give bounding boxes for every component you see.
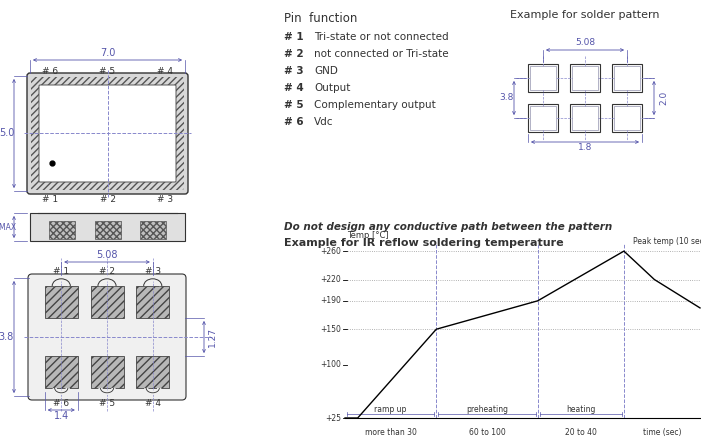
- Text: Do not design any conductive path between the pattern: Do not design any conductive path betwee…: [284, 222, 612, 232]
- Text: # 2: # 2: [284, 49, 304, 59]
- Text: # 4: # 4: [144, 399, 161, 408]
- Bar: [528, 104, 558, 132]
- Bar: [528, 64, 558, 92]
- Text: # 3: # 3: [157, 194, 173, 204]
- Bar: [95, 221, 121, 239]
- FancyBboxPatch shape: [39, 85, 176, 182]
- Bar: [572, 106, 598, 130]
- Text: # 3: # 3: [144, 268, 161, 276]
- Text: Temp [°C]: Temp [°C]: [347, 232, 388, 241]
- Bar: [570, 104, 600, 132]
- Text: +220: +220: [320, 275, 341, 284]
- Text: 7.0: 7.0: [100, 48, 115, 58]
- Text: # 6: # 6: [42, 67, 58, 75]
- Bar: [90, 286, 123, 318]
- Text: # 1: # 1: [284, 32, 304, 42]
- Text: 2.0: 2.0: [660, 91, 669, 105]
- Text: Vdc: Vdc: [314, 117, 334, 127]
- Bar: [614, 106, 640, 130]
- Text: # 1: # 1: [53, 268, 69, 276]
- Bar: [530, 106, 556, 130]
- Text: Complementary output: Complementary output: [314, 100, 436, 110]
- Text: Peak temp (10 sec max): Peak temp (10 sec max): [632, 237, 701, 245]
- Text: Pin  function: Pin function: [284, 12, 358, 25]
- Text: # 2: # 2: [99, 268, 115, 276]
- Text: # 4: # 4: [284, 83, 304, 93]
- Text: # 1: # 1: [42, 194, 58, 204]
- Text: 5.0: 5.0: [0, 129, 15, 139]
- Text: # 6: # 6: [53, 399, 69, 408]
- Text: not connected or Tri-state: not connected or Tri-state: [314, 49, 449, 59]
- Text: 20 to 40: 20 to 40: [565, 428, 597, 436]
- Text: 1.8: 1.8: [578, 143, 592, 153]
- Text: # 2: # 2: [100, 194, 116, 204]
- Text: Example for solder pattern: Example for solder pattern: [510, 10, 660, 20]
- Text: # 3: # 3: [284, 66, 304, 76]
- Text: 3.8: 3.8: [0, 332, 13, 342]
- Text: +150: +150: [320, 325, 341, 334]
- Text: +190: +190: [320, 296, 341, 305]
- Text: ramp up: ramp up: [374, 405, 407, 413]
- Text: # 6: # 6: [284, 117, 304, 127]
- Text: 5.08: 5.08: [96, 250, 118, 260]
- Text: +100: +100: [320, 360, 341, 369]
- Text: more than 30: more than 30: [365, 428, 416, 436]
- Bar: [45, 356, 78, 388]
- Text: Tri-state or not connected: Tri-state or not connected: [314, 32, 449, 42]
- Text: time (sec): time (sec): [643, 428, 681, 436]
- Text: 2.0MAX: 2.0MAX: [0, 222, 17, 232]
- Bar: [612, 104, 642, 132]
- Bar: [614, 66, 640, 90]
- Bar: [612, 64, 642, 92]
- Bar: [49, 221, 75, 239]
- Text: # 5: # 5: [99, 399, 115, 408]
- Bar: [530, 66, 556, 90]
- Text: 60 to 100: 60 to 100: [469, 428, 505, 436]
- Bar: [136, 286, 169, 318]
- Text: Example for IR reflow soldering temperature: Example for IR reflow soldering temperat…: [284, 238, 564, 248]
- Text: +25: +25: [325, 413, 341, 422]
- Bar: [30, 213, 185, 241]
- Text: 3.8: 3.8: [499, 93, 513, 102]
- FancyBboxPatch shape: [28, 274, 186, 400]
- Text: 1.27: 1.27: [207, 327, 217, 347]
- Text: +260: +260: [320, 247, 341, 255]
- Text: # 5: # 5: [100, 67, 116, 75]
- Text: 1.4: 1.4: [53, 411, 69, 421]
- Bar: [45, 286, 78, 318]
- Bar: [139, 221, 165, 239]
- Text: 5.08: 5.08: [575, 38, 595, 48]
- Text: Output: Output: [314, 83, 350, 93]
- Bar: [136, 356, 169, 388]
- Text: # 4: # 4: [157, 67, 173, 75]
- Text: preheating: preheating: [466, 405, 508, 413]
- Bar: [90, 356, 123, 388]
- Bar: [570, 64, 600, 92]
- Text: # 5: # 5: [284, 100, 304, 110]
- FancyBboxPatch shape: [27, 73, 188, 194]
- Bar: [572, 66, 598, 90]
- Text: heating: heating: [566, 405, 596, 413]
- Text: GND: GND: [314, 66, 338, 76]
